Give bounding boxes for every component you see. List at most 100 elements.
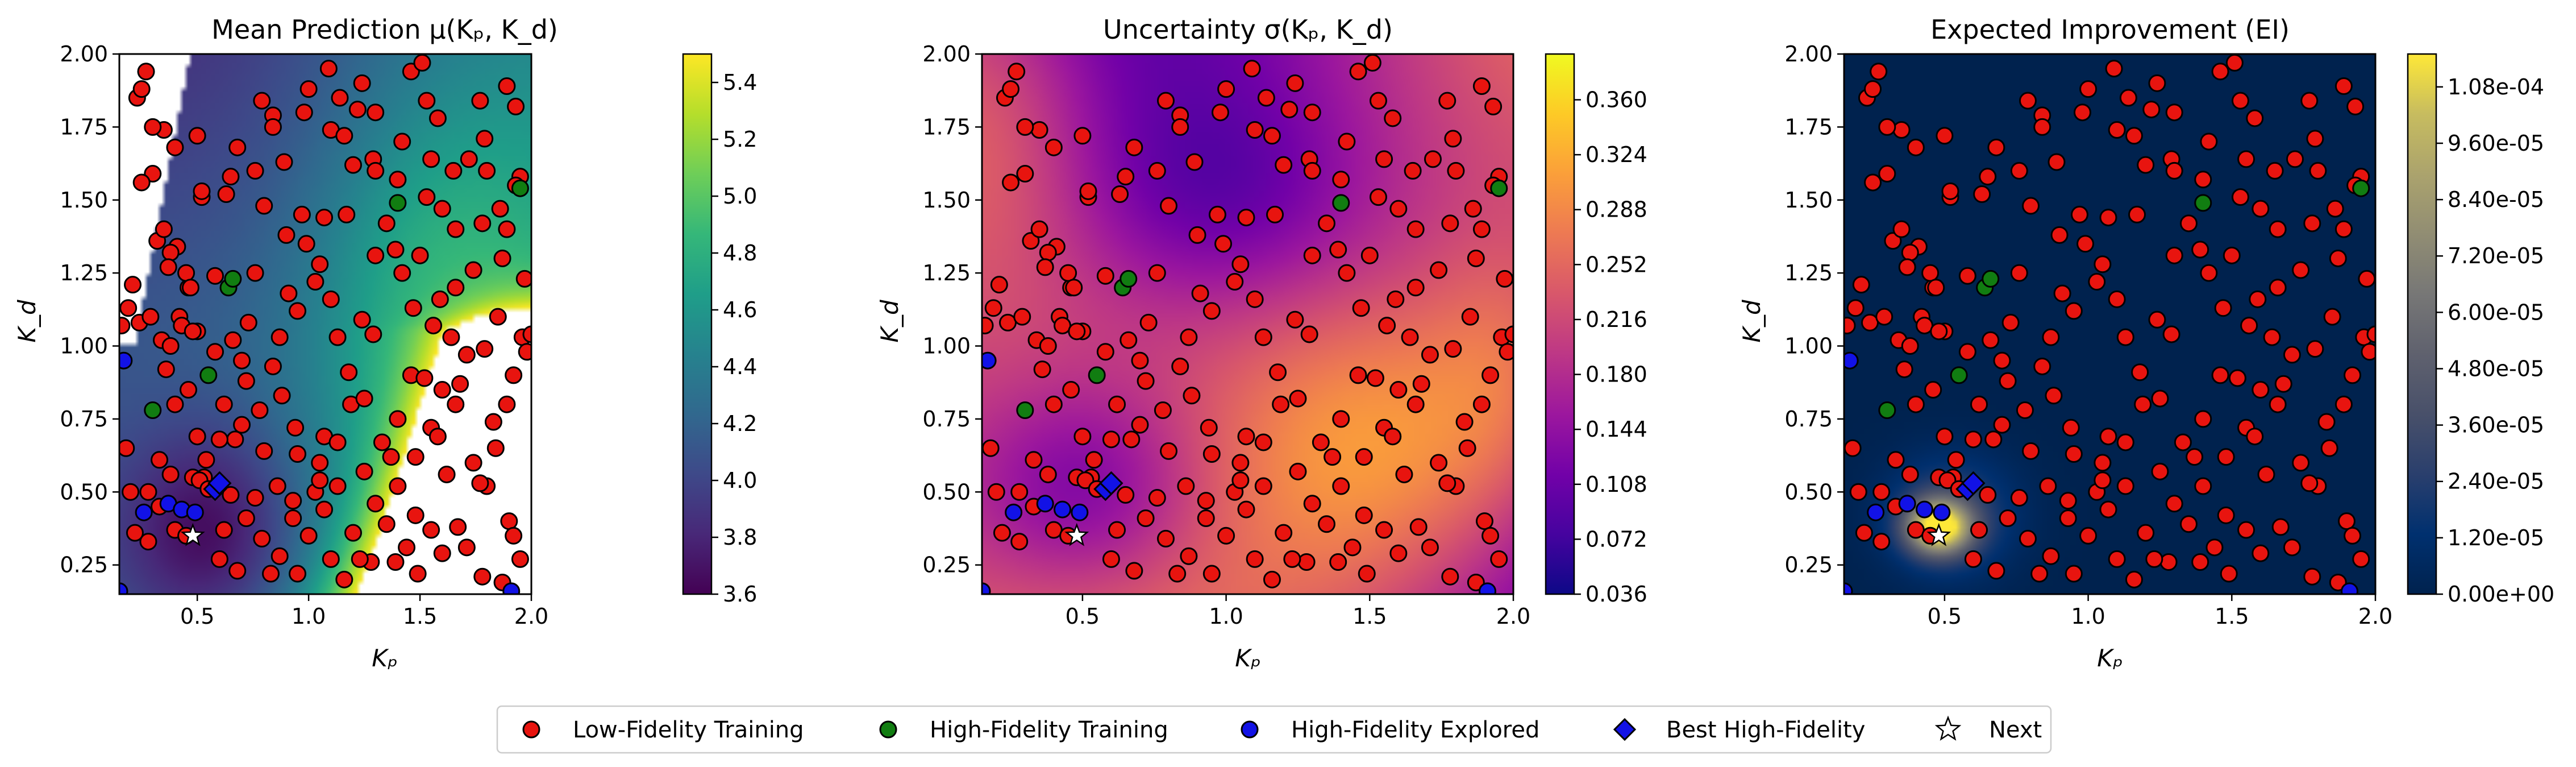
low-fidelity-point	[1272, 395, 1290, 413]
y-axis: 0.25 0.50 0.75 1.00 1.25 1.50 1.75 2.00	[1784, 42, 1844, 578]
low-fidelity-point	[1008, 63, 1026, 81]
y-tick-label: 0.25	[60, 553, 108, 578]
colorbar: 3.6 3.8 4.0 4.2 4.4 4.6 4.8 5.0 5.2 5.4	[682, 53, 757, 607]
colorbar-tick-label: 0.216	[1585, 307, 1647, 332]
low-fidelity-point	[142, 308, 160, 326]
low-fidelity-point	[438, 465, 456, 483]
high-fidelity-explored-point	[1933, 503, 1951, 521]
low-fidelity-point	[2145, 550, 2163, 568]
low-fidelity-point	[2050, 226, 2069, 244]
low-fidelity-point	[132, 80, 151, 98]
panel-uncertainty: Uncertainty σ(Kₚ, K_d) 0.5 1.0 1.5 2.0 0.25…	[876, 14, 1647, 672]
low-fidelity-point	[1197, 492, 1215, 510]
low-fidelity-point	[2010, 264, 2028, 282]
low-fidelity-point	[2334, 77, 2353, 95]
low-fidelity-point	[364, 325, 382, 343]
low-fidelity-point	[1065, 279, 1083, 297]
low-fidelity-point	[478, 161, 496, 180]
low-fidelity-point	[289, 302, 307, 320]
low-fidelity-point	[2094, 471, 2112, 490]
high-fidelity-point	[1878, 401, 1896, 419]
low-fidelity-point	[1226, 273, 1244, 291]
low-fidelity-point	[2094, 454, 2112, 472]
y-tick-label: 1.75	[60, 114, 108, 139]
colorbar-tick-label: 2.40e-05	[2448, 469, 2544, 494]
low-fidelity-point	[1016, 118, 1034, 136]
low-fidelity-point	[1892, 121, 1911, 139]
colorbar-tick-label: 9.60e-05	[2448, 131, 2544, 156]
high-fidelity-explored-point	[1898, 495, 1916, 513]
low-fidelity-point	[179, 381, 197, 399]
low-fidelity-point	[1993, 416, 2011, 434]
high-fidelity-point	[2194, 194, 2212, 212]
low-fidelity-point	[119, 317, 131, 335]
low-fidelity-point	[2252, 381, 2270, 399]
panel-title: Expected Improvement (EI)	[1930, 14, 2290, 45]
low-fidelity-point	[442, 328, 460, 346]
low-fidelity-point	[1185, 153, 1204, 171]
low-fidelity-point	[2252, 544, 2270, 562]
low-fidelity-point	[1970, 521, 1988, 539]
low-fidelity-point	[2205, 538, 2224, 557]
legend-label: High-Fidelity Explored	[1291, 717, 1539, 743]
low-fidelity-point	[1409, 518, 1428, 536]
low-fidelity-point	[1921, 264, 1940, 282]
low-fidelity-point	[2010, 161, 2028, 180]
low-fidelity-point	[193, 182, 211, 200]
low-fidelity-point	[2131, 363, 2149, 382]
y-tick-label: 1.00	[60, 334, 108, 359]
y-axis-label: K_d	[1738, 300, 1766, 343]
low-fidelity-point	[1122, 430, 1141, 449]
low-fidelity-point	[289, 445, 307, 463]
low-fidelity-point	[2344, 366, 2362, 384]
low-fidelity-point	[433, 544, 451, 562]
low-fidelity-point	[222, 486, 240, 504]
low-fidelity-point	[2179, 515, 2198, 533]
colorbar-tick-label: 0.180	[1585, 362, 1647, 387]
low-fidelity-point	[1421, 346, 1439, 364]
legend-label: High-Fidelity Training	[930, 717, 1168, 743]
legend-label: Next	[1989, 717, 2042, 743]
low-fidelity-point	[1202, 302, 1221, 320]
low-fidelity-point	[286, 418, 305, 437]
low-fidelity-point	[2344, 526, 2362, 545]
low-fidelity-point	[284, 492, 302, 510]
low-fidelity-point	[1289, 389, 1307, 408]
low-fidelity-point	[237, 509, 255, 527]
high-fidelity-explored-point	[1071, 503, 1089, 521]
low-fidelity-point	[1010, 533, 1029, 551]
low-fidelity-point	[2358, 270, 2375, 288]
low-fidelity-point	[2137, 156, 2155, 174]
low-fidelity-point	[1254, 433, 1272, 451]
high-fidelity-explored-point	[502, 582, 521, 594]
low-fidelity-point	[1257, 89, 1275, 107]
low-fidelity-point	[338, 205, 356, 223]
low-fidelity-point	[1987, 138, 2005, 156]
y-axis-label: K_d	[13, 300, 41, 343]
low-fidelity-point	[1246, 121, 1264, 139]
low-fidelity-point	[328, 433, 347, 451]
low-fidelity-point	[2116, 433, 2134, 451]
y-tick-label: 0.75	[60, 407, 108, 432]
low-fidelity-point	[1160, 442, 1178, 460]
x-tick-label: 1.0	[292, 604, 326, 629]
low-fidelity-point	[2303, 214, 2321, 233]
high-fidelity-explored-point	[1036, 495, 1054, 513]
low-fidelity-point	[1384, 428, 1402, 446]
y-axis: 0.25 0.50 0.75 1.00 1.25 1.50 1.75 2.00	[922, 42, 982, 578]
colorbar-tick-label: 1.20e-05	[2448, 525, 2544, 550]
low-fidelity-point	[1849, 483, 1867, 501]
low-fidelity-point	[1970, 395, 1988, 413]
low-fidelity-point	[2283, 346, 2301, 364]
low-fidelity-point	[335, 127, 353, 145]
low-fidelity-point	[1395, 465, 1413, 483]
low-fidelity-point	[447, 220, 465, 238]
colorbar-tick-label: 0.072	[1585, 526, 1647, 552]
low-fidelity-point	[2283, 538, 2301, 557]
low-fidelity-point	[2022, 442, 2040, 460]
low-fidelity-point	[299, 526, 318, 545]
colorbar-tick-label: 1.08e-04	[2448, 74, 2544, 99]
low-fidelity-point	[1303, 495, 1321, 513]
low-fidelity-point	[270, 328, 289, 346]
low-fidelity-point	[2116, 328, 2134, 346]
